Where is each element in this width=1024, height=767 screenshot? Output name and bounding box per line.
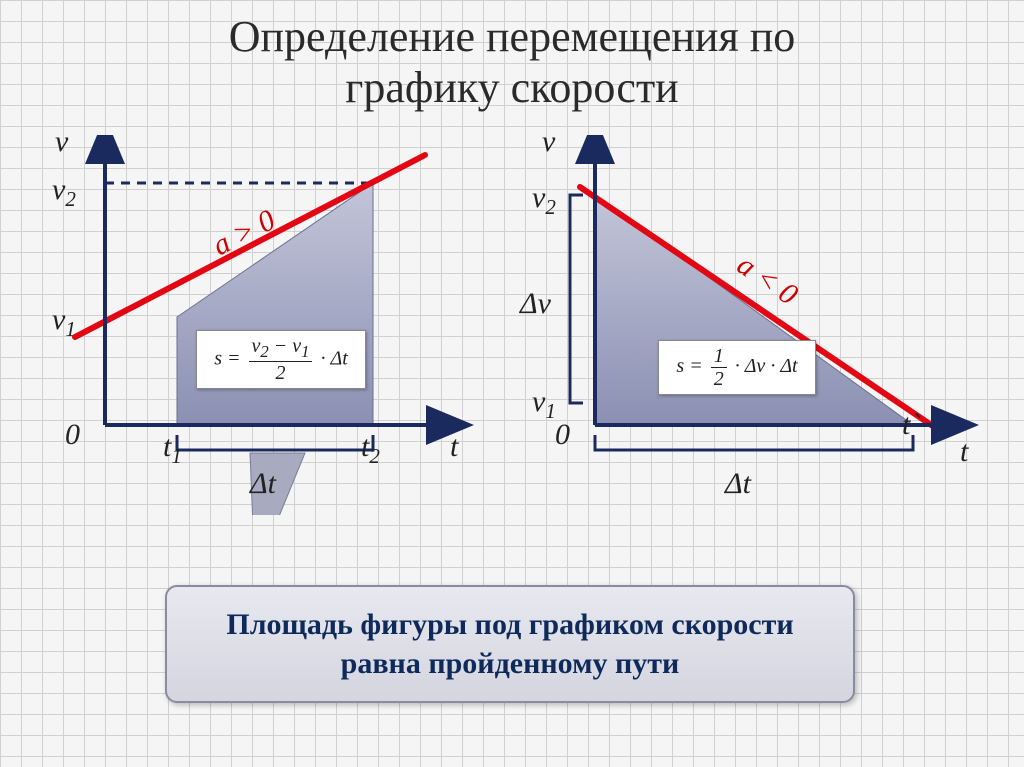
right-zero-label: 0 — [555, 418, 570, 452]
right-formula: s = 12 · Δv · Δt — [676, 345, 797, 390]
caption-box: Площадь фигуры под графиком скорости рав… — [165, 585, 855, 703]
right-dv-label: Δv — [520, 287, 551, 321]
right-v2-label: v2 — [532, 181, 556, 220]
right-tmark-label: t` — [902, 408, 920, 442]
left-v2-label: v2 — [52, 173, 76, 212]
right-v1-label: v1 — [532, 385, 556, 424]
right-v-label: v — [542, 125, 555, 159]
right-t-label: t — [960, 435, 968, 469]
right-dt-label: Δt — [725, 467, 751, 501]
left-formula: s = v2 − v12 · Δt — [214, 335, 348, 384]
left-t1-label: t1 — [163, 430, 182, 469]
right-dt-bracket — [595, 435, 913, 450]
left-v-label: v — [55, 125, 68, 159]
left-v1-label: v1 — [52, 303, 76, 342]
caption-text: Площадь фигуры под графиком скорости рав… — [191, 605, 829, 683]
left-chart: a > 0 s = v2 − v12 · Δt v v1 v2 t t1 t2 … — [55, 135, 485, 515]
left-dt-label: Δt — [250, 467, 276, 501]
left-formula-box: s = v2 − v12 · Δt — [196, 330, 366, 389]
left-t2-label: t2 — [361, 430, 380, 469]
left-chart-svg — [55, 135, 485, 515]
right-formula-box: s = 12 · Δv · Δt — [658, 340, 816, 395]
left-dt-bracket — [177, 435, 373, 450]
left-zero-label: 0 — [65, 418, 80, 452]
right-dv-bracket — [570, 195, 583, 403]
right-chart: a < 0 s = 12 · Δv · Δt v v1 v2 Δv t t` 0… — [535, 135, 985, 515]
left-t-label: t — [450, 430, 458, 464]
right-chart-svg — [535, 135, 985, 515]
page-title: Определение перемещения пографику скорос… — [0, 12, 1024, 113]
title-text: Определение перемещения пографику скорос… — [229, 12, 796, 112]
